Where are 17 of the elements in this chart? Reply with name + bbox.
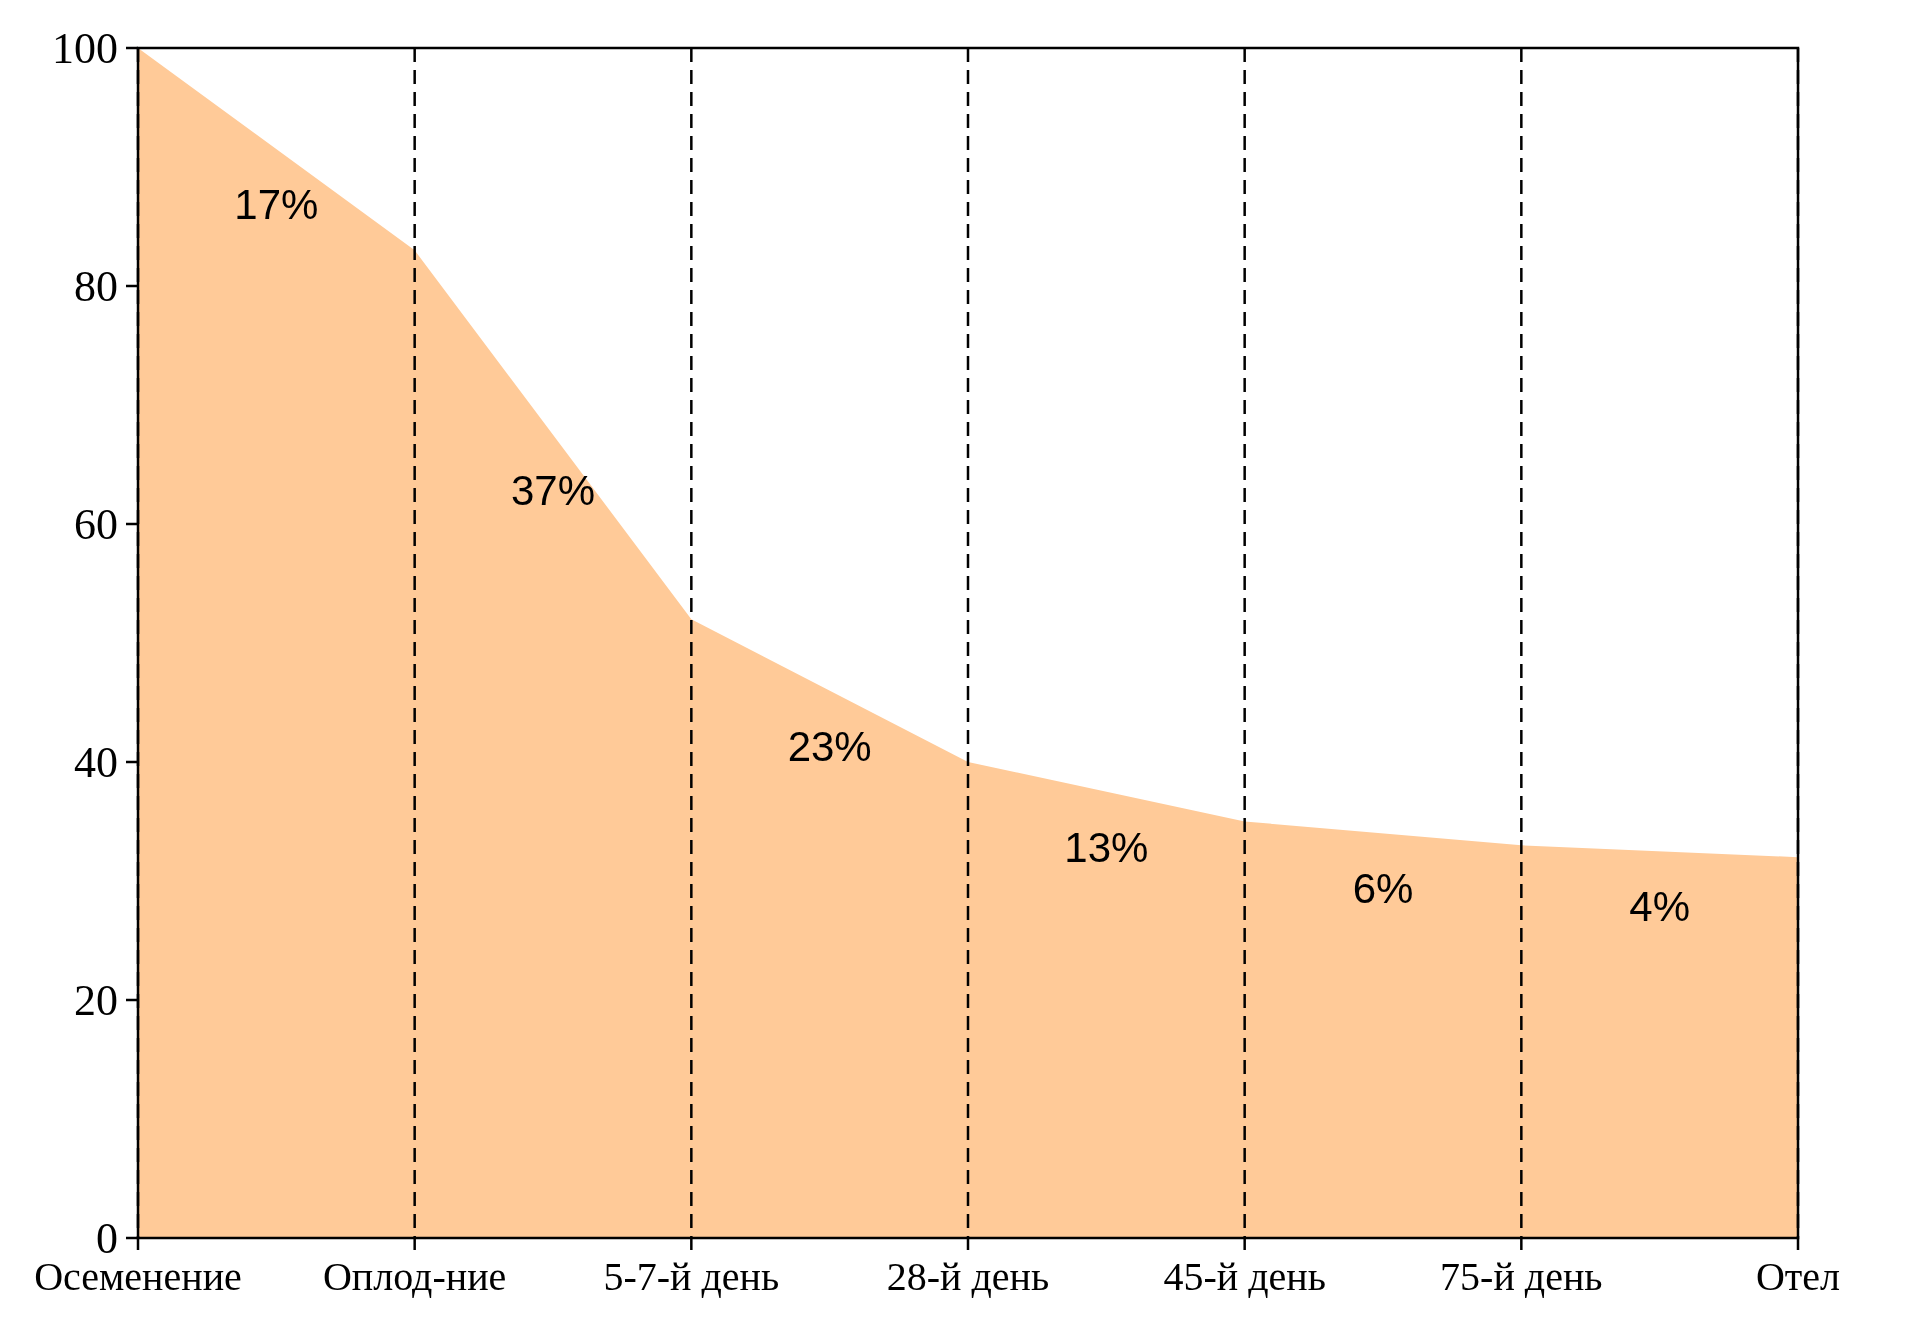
x-tick-label: 75-й день (1440, 1254, 1603, 1299)
y-tick-label: 20 (74, 976, 118, 1026)
y-tick-label: 40 (74, 738, 118, 788)
annotation: 4% (1629, 883, 1691, 931)
annotation: 17% (234, 181, 319, 229)
x-tick-label: Отел (1755, 1254, 1841, 1299)
annotation: 13% (1064, 823, 1149, 871)
x-tick-label: Оплод-ние (322, 1254, 507, 1299)
annotation: 23% (787, 722, 872, 770)
x-tick-label: 45-й день (1163, 1254, 1326, 1299)
annotation: 6% (1352, 865, 1414, 913)
x-tick-label: 5-7-й день (603, 1254, 780, 1299)
y-tick-label: 100 (52, 24, 118, 74)
y-tick-label: 60 (74, 500, 118, 550)
annotation: 37% (510, 466, 596, 514)
y-tick-label: 80 (74, 262, 118, 312)
x-tick-label: 28-й день (886, 1254, 1050, 1299)
